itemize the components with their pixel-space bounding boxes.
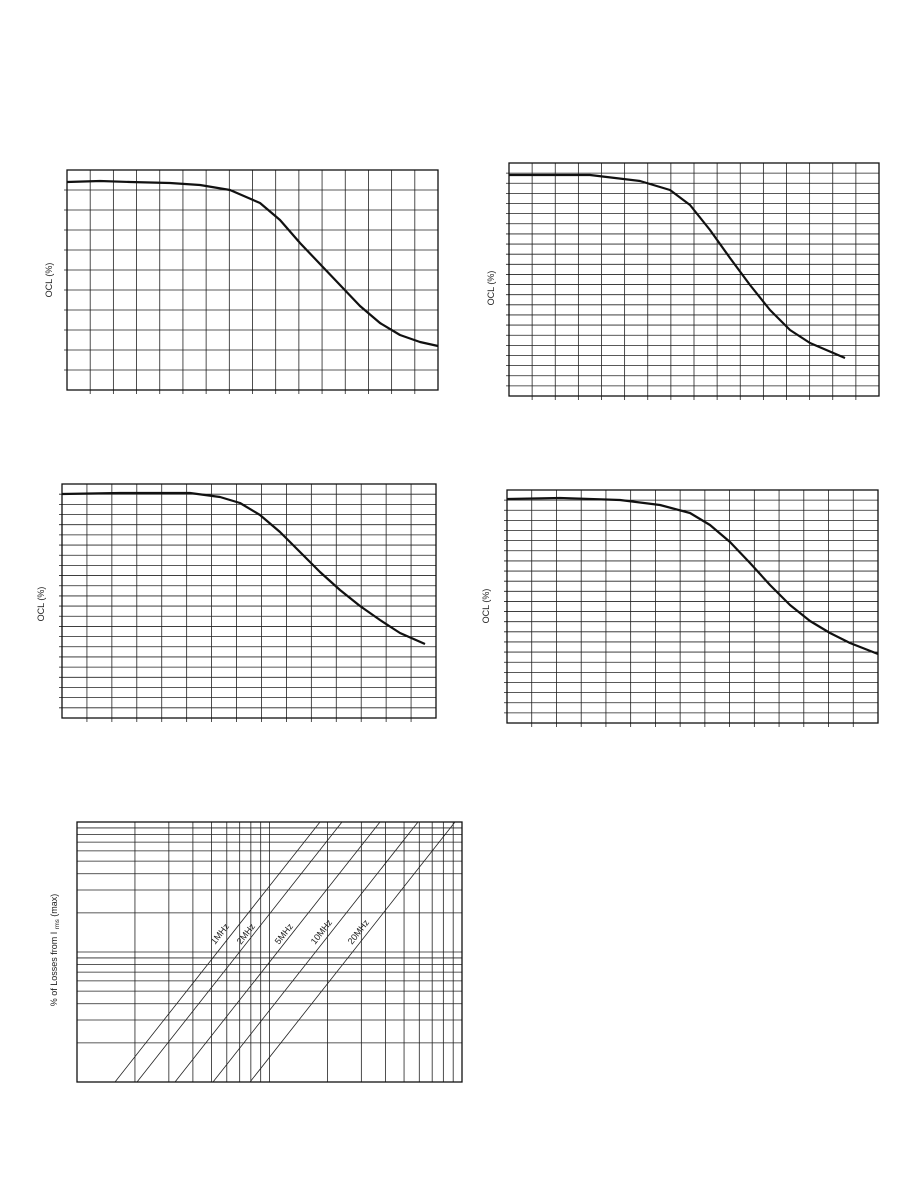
curve-label: 10MHz bbox=[309, 917, 335, 946]
ocl-curve bbox=[506, 496, 879, 656]
loss-line bbox=[114, 821, 321, 1083]
y-axis-label: OCL (%) bbox=[481, 589, 491, 624]
y-axis-label: % of Losses from I rms (max) bbox=[49, 894, 61, 1007]
loss-line bbox=[136, 821, 343, 1083]
ocl-curve bbox=[509, 173, 846, 360]
curve-label: 20MHz bbox=[346, 917, 372, 946]
label-part: % of Losses from I bbox=[49, 932, 59, 1007]
frame bbox=[66, 169, 439, 391]
y-axis-label: OCL (%) bbox=[36, 587, 46, 622]
frame bbox=[506, 489, 879, 724]
ocl-curve bbox=[66, 179, 439, 348]
loss-line bbox=[249, 821, 456, 1083]
loss-line bbox=[212, 821, 419, 1083]
ocl-curve bbox=[61, 491, 426, 646]
label-subscript: rms bbox=[55, 919, 61, 929]
loss-line bbox=[174, 821, 381, 1083]
frame bbox=[508, 162, 880, 397]
y-axis-label: OCL (%) bbox=[486, 271, 496, 306]
curve-label: 1MHz bbox=[209, 921, 232, 946]
frame bbox=[61, 483, 437, 719]
grids bbox=[59, 162, 880, 1083]
frame bbox=[76, 821, 463, 1083]
label-part: (max) bbox=[49, 894, 59, 917]
y-axis-label: OCL (%) bbox=[44, 263, 54, 298]
